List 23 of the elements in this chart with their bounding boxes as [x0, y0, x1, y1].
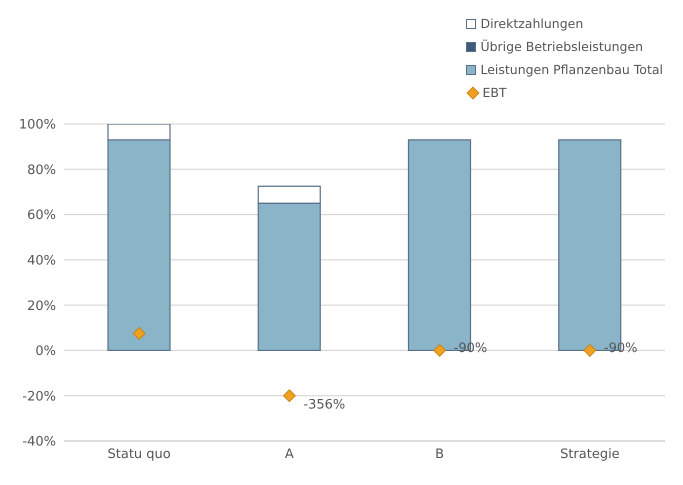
point [132, 327, 146, 340]
y-tick-label: 0% [35, 344, 56, 360]
y-tick-label: 60% [27, 208, 56, 224]
annotation: -90% [604, 341, 638, 356]
x-tick-label: B [435, 447, 444, 462]
x-tick-label: Statu quo [108, 447, 171, 462]
y-tick-label: -20% [22, 389, 56, 404]
x-tick-label: Strategie [560, 447, 620, 462]
y-tick-label: 80% [27, 162, 56, 178]
y-tick-label: 20% [27, 298, 56, 314]
point [583, 344, 596, 357]
legend-label: Leistungen Pflanzenbau Total [480, 61, 663, 79]
legend-label: Übrige Betriebsleistungen [480, 38, 644, 56]
point [433, 344, 446, 357]
annotation: -356% [303, 397, 346, 412]
x-tick-label: A [284, 447, 294, 462]
y-tick-label: 100% [18, 118, 56, 133]
annotation: -90% [454, 341, 488, 356]
y-tick-label: 40% [27, 253, 56, 268]
legend-label: EBT [482, 84, 507, 102]
y-tick-label: -40% [22, 434, 56, 450]
legend-label: Direktzahlungen [480, 15, 584, 33]
point [282, 389, 296, 402]
